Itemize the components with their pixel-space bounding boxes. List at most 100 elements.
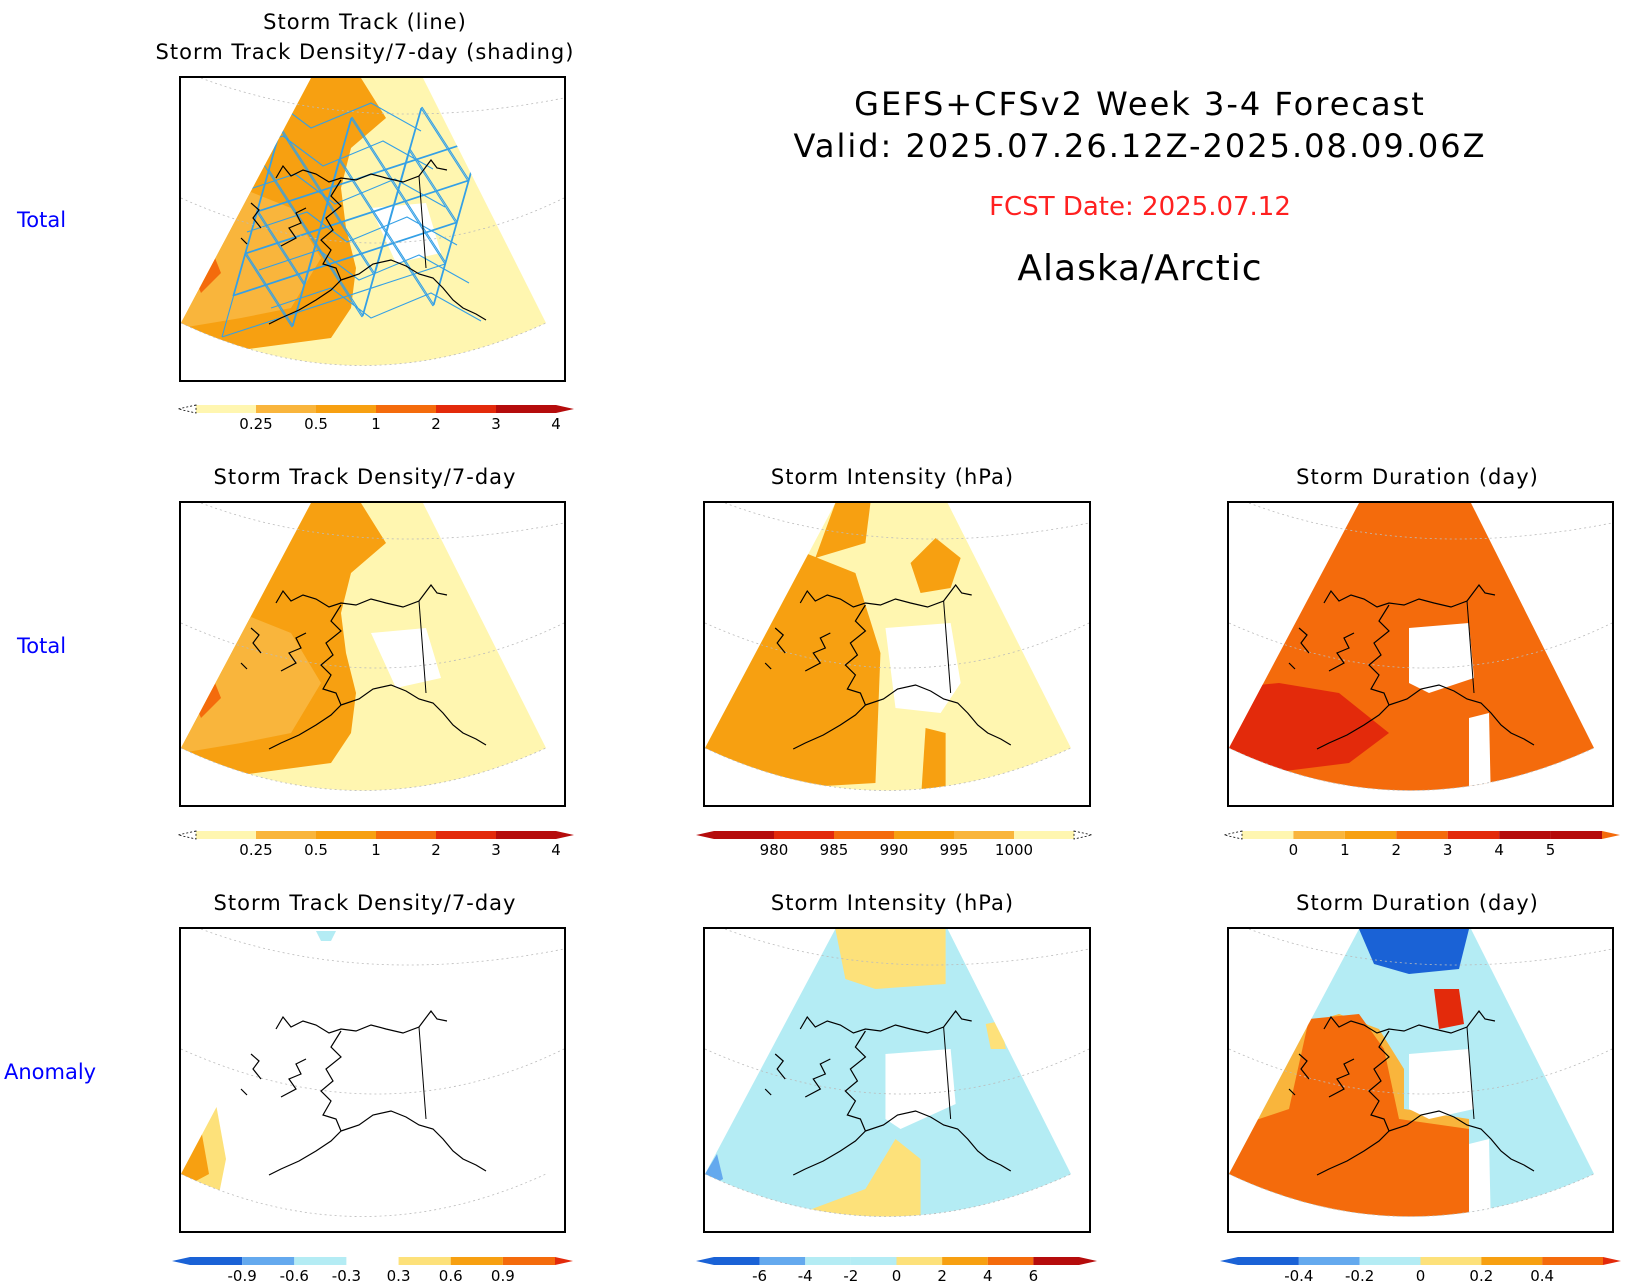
colorbar-tick-label: 1 bbox=[371, 841, 381, 859]
panel1-title: Storm Track (line) bbox=[263, 10, 467, 34]
colorbar-segment bbox=[398, 1257, 451, 1265]
shade-yellow-south bbox=[785, 1139, 921, 1217]
panel5-title: Storm Track Density/7-day bbox=[213, 891, 517, 915]
colorbar-tick-label: 2 bbox=[937, 1267, 947, 1285]
shade-lightblue bbox=[316, 931, 336, 941]
colorbar-segment bbox=[1014, 831, 1074, 839]
row-label-total-2: Total bbox=[17, 634, 67, 658]
colorbar-tick-label: 0.5 bbox=[304, 841, 328, 859]
colorbar-segment bbox=[1420, 1257, 1482, 1265]
colorbar-segment bbox=[496, 831, 556, 839]
colorbar-arrow-right bbox=[1602, 831, 1620, 839]
colorbar-tick-label: 1 bbox=[371, 415, 381, 433]
colorbar-tick-label: 3 bbox=[491, 415, 501, 433]
colorbar-arrow-right bbox=[556, 831, 574, 839]
colorbar-segment bbox=[1396, 831, 1448, 839]
shade-missing-south bbox=[1469, 713, 1491, 791]
colorbar-tick-label: 5 bbox=[1545, 841, 1556, 859]
coastline bbox=[1288, 584, 1535, 750]
colorbar-segment bbox=[294, 1257, 347, 1265]
colorbar-tick-label: 0 bbox=[1288, 841, 1299, 859]
map-panel-intensity-anomaly bbox=[703, 927, 1091, 1233]
shade-missing bbox=[885, 623, 961, 713]
colorbar-tick-label: 985 bbox=[819, 841, 849, 859]
colorbar-arrow-right bbox=[1079, 1257, 1097, 1265]
map-panel-storm-track bbox=[179, 76, 566, 382]
colorbar-tick-label: 4 bbox=[551, 415, 561, 433]
colorbar-tick-label: 1000 bbox=[994, 841, 1034, 859]
colorbar-tick-label: 4 bbox=[1494, 841, 1504, 859]
colorbar-arrow-left bbox=[172, 1257, 190, 1265]
colorbar-segment bbox=[190, 1257, 243, 1265]
colorbar-tick-label: 980 bbox=[759, 841, 789, 859]
colorbar-segment bbox=[1550, 831, 1602, 839]
border-line bbox=[1466, 1026, 1475, 1120]
shade-red bbox=[1229, 683, 1389, 773]
colorbar-tick-label: 3 bbox=[1442, 841, 1453, 859]
colorbar-segment bbox=[954, 831, 1014, 839]
colorbar-segment bbox=[450, 1257, 503, 1265]
colorbar-tick-label: 0.4 bbox=[1530, 1267, 1555, 1285]
main-title-line2: Valid: 2025.07.26.12Z-2025.08.09.06Z bbox=[793, 127, 1487, 165]
colorbar-segment bbox=[502, 1257, 555, 1265]
row-label-total-1: Total bbox=[17, 208, 67, 232]
colorbar-tick-label: -6 bbox=[752, 1267, 768, 1285]
colorbar-tick-label: 4 bbox=[551, 841, 561, 859]
colorbar-tick-label: -0.3 bbox=[331, 1267, 362, 1285]
colorbar-track-density-2: 0.25 0.5 1 2 3 4 bbox=[176, 829, 576, 859]
map-panel-duration-total bbox=[1227, 501, 1614, 807]
colorbar-tick-label: -4 bbox=[797, 1267, 813, 1285]
coastline bbox=[764, 1010, 1012, 1176]
colorbar-tick-label: 0.5 bbox=[304, 415, 328, 433]
colorbar-segment bbox=[714, 1257, 760, 1265]
colorbar-segment bbox=[1242, 831, 1294, 839]
colorbar-arrow-left bbox=[177, 830, 197, 840]
colorbar-tick-label: 3 bbox=[491, 841, 501, 859]
colorbar-density-anomaly: -0.9 -0.6 -0.3 0.3 0.6 0.9 bbox=[170, 1255, 575, 1285]
shade-missing-south bbox=[1469, 1139, 1491, 1217]
colorbar-segment bbox=[894, 831, 954, 839]
colorbar-segment bbox=[1359, 1257, 1421, 1265]
coastline bbox=[240, 159, 487, 325]
shade-missing bbox=[885, 1049, 956, 1129]
border-line bbox=[943, 600, 952, 694]
border-line bbox=[418, 1026, 427, 1120]
panel2-title: Storm Track Density/7-day bbox=[213, 465, 517, 489]
shade-orange-east bbox=[910, 538, 961, 593]
graticule-lines bbox=[1229, 929, 1612, 1217]
graticule-lines bbox=[181, 503, 564, 791]
graticule-lines bbox=[705, 929, 1089, 1217]
graticule-lines bbox=[705, 503, 1089, 791]
colorbar-segment bbox=[376, 831, 436, 839]
map-panel-intensity-total bbox=[703, 501, 1091, 807]
colorbar-tick-label: 0.6 bbox=[438, 1267, 463, 1285]
colorbar-duration: 0 1 2 3 4 5 bbox=[1222, 829, 1622, 859]
shade-darkblue bbox=[1359, 929, 1469, 974]
colorbar-segment bbox=[496, 405, 556, 413]
colorbar-segment bbox=[316, 405, 376, 413]
colorbar-arrow-right bbox=[555, 1257, 573, 1265]
shade-yellow-north bbox=[835, 929, 946, 989]
colorbar-arrow-left bbox=[696, 1257, 714, 1265]
colorbar-tick-label: 0.2 bbox=[1469, 1267, 1494, 1285]
colorbar-segment bbox=[436, 831, 496, 839]
colorbar-arrow-right bbox=[1603, 1257, 1621, 1265]
colorbar-segment bbox=[774, 831, 834, 839]
colorbar-segment bbox=[1542, 1257, 1603, 1265]
colorbar-segment bbox=[1447, 831, 1500, 839]
colorbar-arrow-right bbox=[556, 405, 574, 413]
colorbar-segment bbox=[346, 1257, 399, 1265]
colorbar-tick-label: 2 bbox=[1391, 841, 1402, 859]
colorbar-intensity: 980 985 990 995 1000 bbox=[694, 829, 1094, 859]
colorbar-arrow-left bbox=[696, 831, 714, 839]
colorbar-arrow-left bbox=[177, 404, 197, 414]
colorbar-arrow-left bbox=[1223, 830, 1243, 840]
colorbar-segment bbox=[196, 405, 256, 413]
shade-orange-north bbox=[815, 503, 871, 558]
colorbar-segment bbox=[196, 831, 256, 839]
colorbar-tick-label: 0.3 bbox=[386, 1267, 411, 1285]
region-title: Alaska/Arctic bbox=[1017, 248, 1263, 289]
colorbar-tick-label: 995 bbox=[939, 841, 969, 859]
colorbar-tick-label: 1 bbox=[1340, 841, 1350, 859]
panel6-title: Storm Intensity (hPa) bbox=[770, 891, 1015, 915]
